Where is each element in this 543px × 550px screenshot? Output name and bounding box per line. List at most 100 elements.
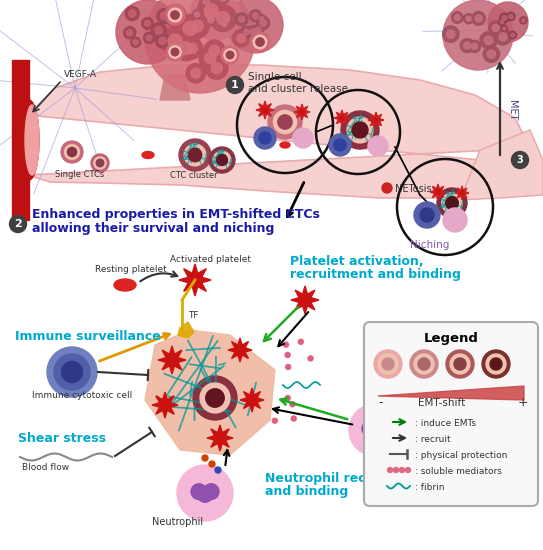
Circle shape [374, 118, 378, 122]
Circle shape [199, 3, 221, 24]
Circle shape [471, 43, 477, 50]
Polygon shape [158, 346, 186, 374]
Text: Enhanced properties in EMT-shifted CTCs: Enhanced properties in EMT-shifted CTCs [32, 208, 320, 221]
Circle shape [116, 0, 180, 64]
Circle shape [256, 16, 270, 30]
Circle shape [217, 155, 228, 166]
Circle shape [161, 402, 169, 409]
Circle shape [475, 15, 482, 22]
Circle shape [217, 0, 230, 4]
Circle shape [146, 35, 152, 41]
Circle shape [362, 421, 376, 436]
Circle shape [254, 127, 276, 149]
Polygon shape [228, 338, 252, 362]
Circle shape [199, 47, 222, 69]
Circle shape [249, 10, 262, 22]
Text: Legend: Legend [424, 332, 478, 345]
Circle shape [200, 383, 230, 413]
Circle shape [469, 40, 481, 52]
Circle shape [437, 188, 467, 218]
Circle shape [159, 37, 166, 45]
Circle shape [454, 15, 460, 20]
Circle shape [460, 39, 474, 53]
Circle shape [406, 468, 411, 472]
Circle shape [520, 17, 527, 24]
Circle shape [334, 139, 346, 151]
Polygon shape [455, 186, 469, 200]
Circle shape [495, 29, 511, 45]
Text: Niching: Niching [411, 240, 450, 250]
Polygon shape [294, 104, 310, 120]
Circle shape [250, 29, 257, 35]
Circle shape [205, 14, 217, 26]
Circle shape [186, 14, 209, 38]
Circle shape [488, 2, 528, 42]
Circle shape [237, 34, 245, 42]
Circle shape [173, 36, 199, 61]
Circle shape [293, 128, 313, 148]
Circle shape [235, 13, 248, 26]
Circle shape [198, 0, 225, 25]
Ellipse shape [197, 490, 213, 496]
Circle shape [209, 45, 219, 56]
Circle shape [182, 38, 203, 59]
Circle shape [382, 358, 394, 370]
Polygon shape [240, 388, 264, 412]
Circle shape [249, 397, 255, 403]
Circle shape [192, 9, 202, 19]
Ellipse shape [280, 142, 290, 148]
Polygon shape [368, 112, 384, 128]
Circle shape [447, 30, 455, 38]
Circle shape [203, 0, 210, 4]
Circle shape [197, 487, 213, 502]
Circle shape [273, 418, 277, 423]
Circle shape [301, 296, 309, 304]
Circle shape [171, 11, 179, 19]
Circle shape [509, 14, 513, 19]
Polygon shape [160, 75, 190, 100]
Circle shape [418, 358, 430, 370]
Text: Single CTCs: Single CTCs [55, 170, 104, 179]
Circle shape [388, 468, 393, 472]
Circle shape [472, 12, 485, 25]
Circle shape [180, 42, 192, 54]
Circle shape [168, 8, 182, 22]
Text: Immune surveillance: Immune surveillance [15, 330, 161, 343]
Text: 2: 2 [14, 219, 22, 229]
Circle shape [61, 361, 83, 382]
Circle shape [368, 136, 388, 156]
Polygon shape [179, 264, 211, 296]
Circle shape [490, 358, 502, 370]
Circle shape [226, 76, 243, 94]
Circle shape [216, 434, 224, 442]
FancyBboxPatch shape [364, 322, 538, 506]
Polygon shape [145, 330, 275, 455]
Circle shape [258, 14, 266, 23]
Circle shape [213, 151, 231, 169]
Text: recruitment and binding: recruitment and binding [290, 268, 461, 281]
Circle shape [65, 145, 79, 160]
Ellipse shape [368, 427, 382, 433]
Circle shape [151, 23, 166, 38]
Circle shape [464, 14, 474, 24]
Circle shape [91, 154, 109, 172]
Circle shape [286, 365, 291, 370]
Circle shape [161, 12, 168, 20]
Circle shape [200, 0, 213, 8]
Text: and cluster release: and cluster release [248, 84, 348, 94]
Circle shape [204, 4, 218, 18]
Circle shape [237, 346, 243, 353]
Circle shape [501, 26, 508, 32]
Circle shape [127, 30, 133, 36]
Circle shape [157, 9, 172, 24]
Text: : induce EMTs: : induce EMTs [415, 419, 476, 427]
Circle shape [378, 354, 398, 374]
Text: 3: 3 [516, 155, 523, 165]
Text: : soluble mediators: : soluble mediators [415, 466, 502, 476]
Circle shape [164, 4, 186, 27]
Circle shape [238, 16, 245, 23]
Circle shape [298, 339, 304, 344]
Circle shape [188, 148, 201, 162]
Circle shape [329, 134, 351, 156]
Circle shape [509, 31, 516, 39]
